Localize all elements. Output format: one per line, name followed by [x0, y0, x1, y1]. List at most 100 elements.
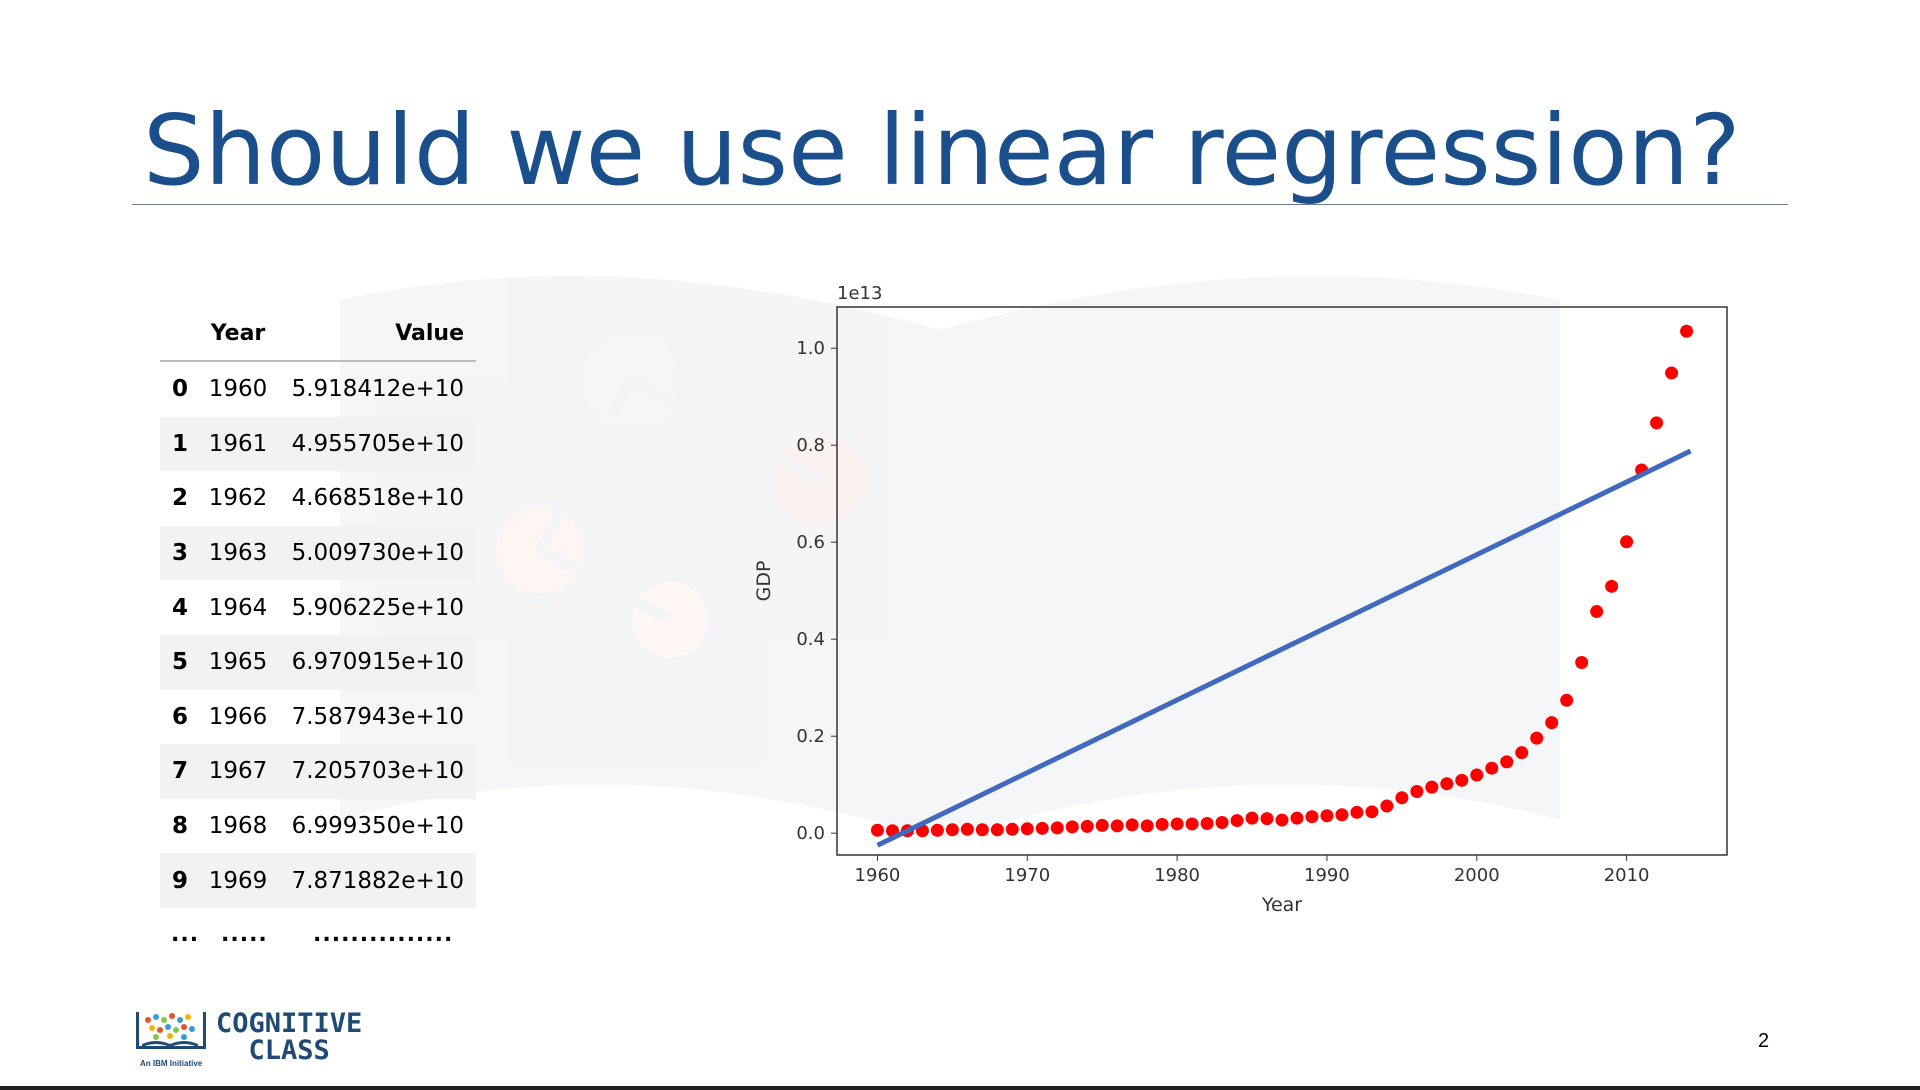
- row-value: 5.009730e+10: [291, 540, 464, 567]
- data-point: [1065, 820, 1079, 834]
- data-point: [1200, 816, 1214, 830]
- y-tick-label: 0.0: [796, 823, 825, 844]
- cognitive-class-logo: [136, 1012, 206, 1049]
- row-value: 7.587943e+10: [291, 703, 464, 730]
- plot-frame: [836, 306, 1728, 856]
- logo-line-1: COGNITIVE: [216, 1008, 363, 1039]
- row-value: 7.871882e+10: [291, 867, 464, 894]
- table-row: 9 1969 7.871882e+10: [160, 853, 476, 908]
- data-point: [1440, 777, 1454, 791]
- x-axis-label: Year: [1261, 894, 1302, 916]
- data-point: [1155, 817, 1169, 831]
- data-point: [1275, 813, 1289, 827]
- data-point: [1380, 799, 1394, 813]
- row-index: 9: [171, 867, 188, 894]
- page-number: 2: [1758, 1030, 1770, 1052]
- data-point: [1605, 579, 1619, 593]
- data-point: [1455, 773, 1469, 787]
- table-row: 4 1964 5.906225e+10: [160, 580, 476, 635]
- row-index: 6: [171, 703, 188, 730]
- row-value: 6.970915e+10: [291, 649, 464, 676]
- table-row: 0 1960 5.918412e+10: [160, 361, 476, 417]
- data-point: [1110, 819, 1124, 833]
- y-axis-label: GDP: [753, 561, 775, 602]
- data-point: [1350, 805, 1364, 819]
- data-point: [1230, 814, 1244, 828]
- table-header-row: Year Value: [160, 306, 476, 361]
- data-point: [1140, 819, 1154, 833]
- row-year: 1962: [208, 485, 268, 512]
- y-offset-label: 1e13: [837, 283, 882, 304]
- gdp-scatter-chart: 1960 1970 1980 1990 2000 2010 0.0 0.2 0.4 0.6 0.8 1…: [753, 283, 1728, 916]
- ellipsis-index: ...: [171, 922, 200, 947]
- table-header-index: [160, 306, 200, 361]
- table-header-year: Year: [210, 320, 266, 346]
- data-point: [1395, 791, 1409, 805]
- y-tick-label: 0.6: [796, 532, 825, 553]
- x-tick-label: 2000: [1454, 865, 1500, 886]
- bottom-border: [0, 1086, 1920, 1090]
- data-point: [1665, 366, 1679, 380]
- row-index: 1: [171, 430, 188, 457]
- row-year: 1969: [208, 867, 268, 894]
- row-value: 7.205703e+10: [291, 758, 464, 785]
- table-row: 3 1963 5.009730e+10: [160, 525, 476, 581]
- data-point: [1080, 819, 1094, 833]
- row-year: 1967: [208, 758, 268, 785]
- slide-title: Should we use linear regression?: [143, 94, 1741, 207]
- row-value: 5.918412e+10: [291, 376, 464, 403]
- row-index: 4: [171, 594, 188, 621]
- regression-line: [876, 448, 1692, 848]
- table-row: 5 1965 6.970915e+10: [160, 634, 476, 690]
- data-point: [960, 822, 974, 836]
- row-index: 2: [171, 485, 188, 512]
- data-point: [1290, 811, 1304, 825]
- row-index: 0: [171, 376, 188, 403]
- x-tick-label: 1960: [855, 865, 901, 886]
- y-tick-label: 0.4: [796, 629, 825, 650]
- logo-wordmark: COGNITIVE CLASS: [216, 1010, 362, 1064]
- data-point: [1245, 811, 1259, 825]
- data-point: [1305, 810, 1319, 824]
- row-value: 5.906225e+10: [291, 594, 464, 621]
- x-tick-label: 1980: [1154, 865, 1200, 886]
- data-point: [1095, 818, 1109, 832]
- data-point: [1215, 816, 1229, 830]
- data-point: [1650, 416, 1664, 430]
- row-index: 5: [171, 649, 188, 676]
- row-year: 1963: [208, 540, 268, 567]
- table-row: 2 1962 4.668518e+10: [160, 471, 476, 526]
- logo-line-2: CLASS: [248, 1035, 330, 1066]
- data-point: [1560, 693, 1574, 707]
- y-tick-label: 1.0: [796, 338, 825, 359]
- row-value: 4.668518e+10: [291, 485, 464, 512]
- row-year: 1961: [208, 430, 268, 457]
- data-point: [1020, 822, 1034, 836]
- y-tick-label: 0.2: [796, 726, 825, 747]
- data-point: [1035, 821, 1049, 835]
- data-point: [1425, 780, 1439, 794]
- data-point: [1575, 655, 1589, 669]
- data-table: Year Value 0 1960 5.918412e+10 1 1961 4.…: [160, 306, 476, 908]
- table-row: 6 1966 7.587943e+10: [160, 690, 476, 745]
- data-point: [1185, 817, 1199, 831]
- row-index: 8: [171, 813, 188, 840]
- table-row: 1 1961 4.955705e+10: [160, 416, 476, 472]
- data-point: [1500, 755, 1514, 769]
- data-point: [975, 823, 989, 837]
- x-tick-label: 1990: [1304, 865, 1350, 886]
- table-row: 7 1967 7.205703e+10: [160, 744, 476, 799]
- row-value: 4.955705e+10: [291, 430, 464, 457]
- table-header-value: Value: [395, 320, 464, 346]
- x-tick-label: 2010: [1604, 865, 1650, 886]
- data-point: [1335, 808, 1349, 822]
- row-index: 3: [171, 540, 188, 567]
- data-point: [1590, 605, 1604, 619]
- data-point: [1260, 812, 1274, 826]
- data-point: [1005, 822, 1019, 836]
- x-tick-label: 1970: [1004, 865, 1050, 886]
- row-year: 1968: [208, 813, 268, 840]
- data-point: [990, 823, 1004, 837]
- data-point: [945, 823, 959, 837]
